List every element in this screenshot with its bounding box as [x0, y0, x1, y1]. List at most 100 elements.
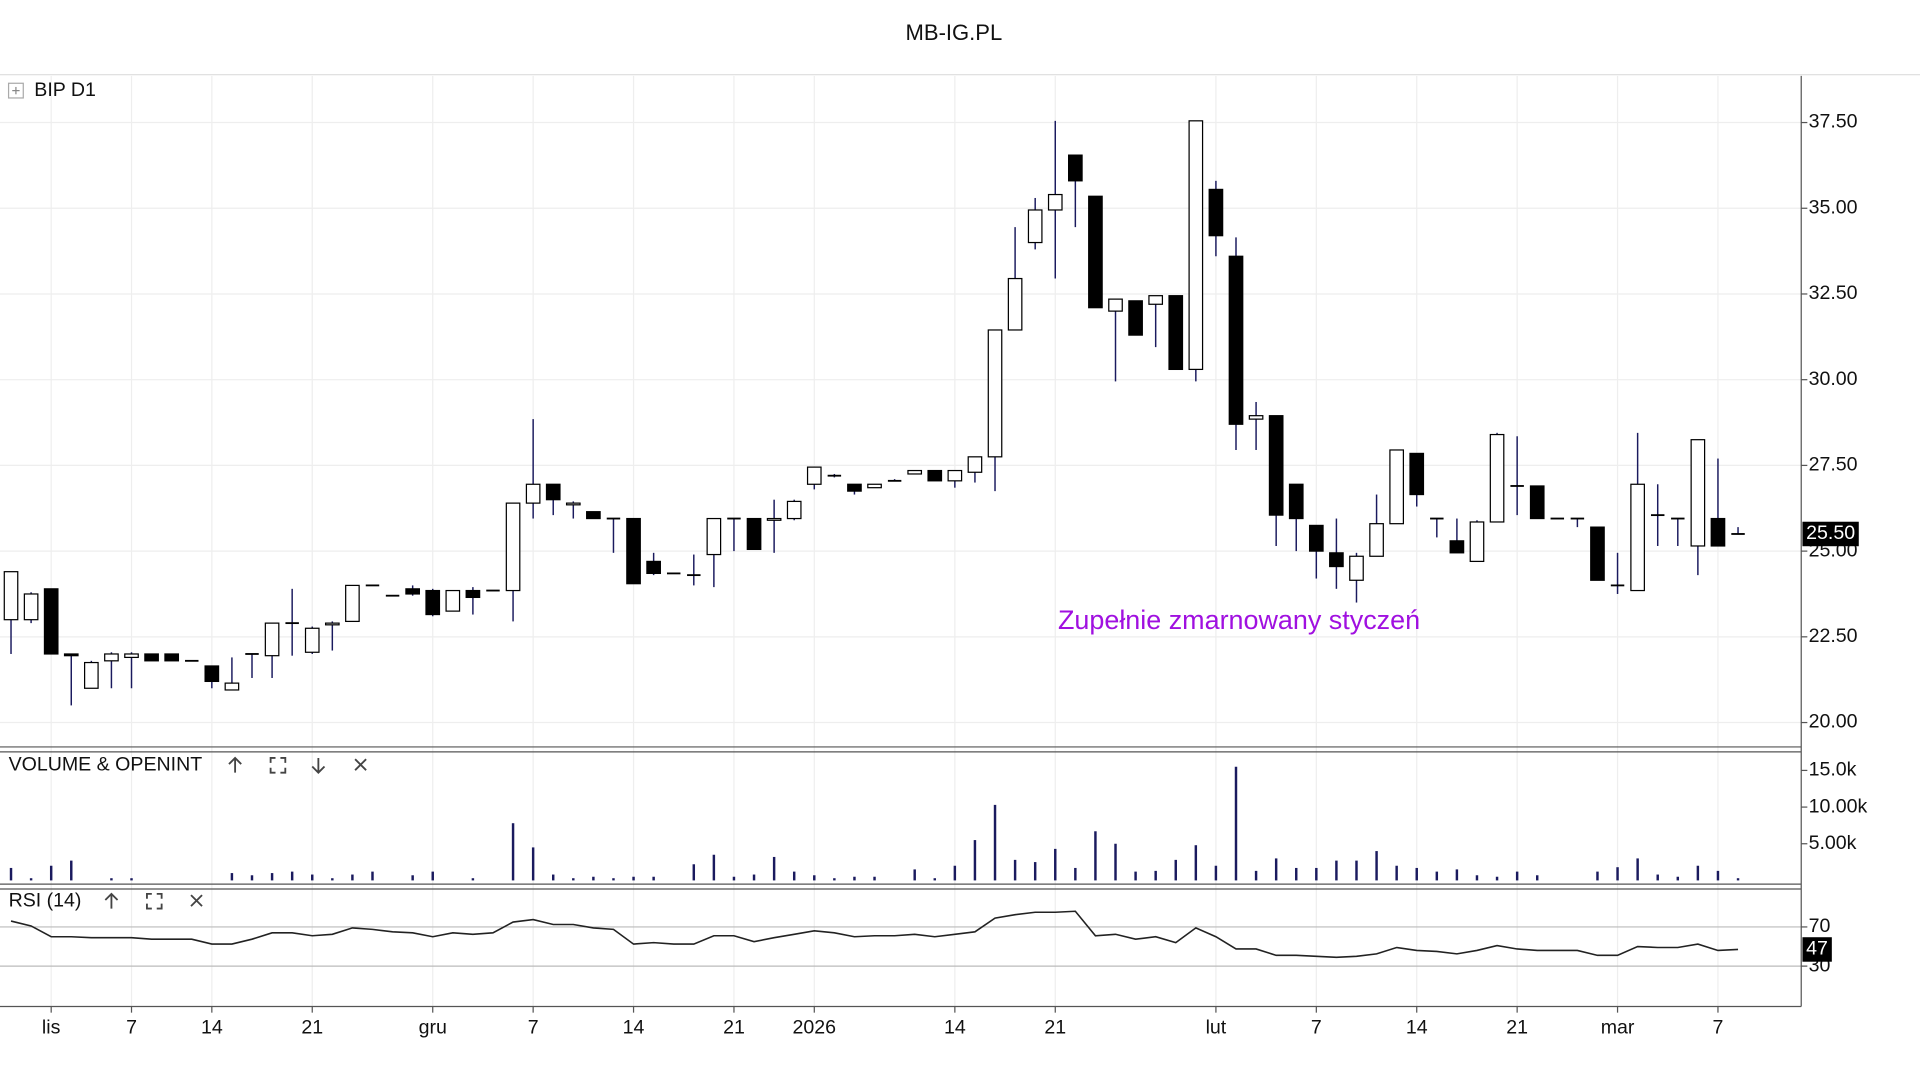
volume-bar	[1596, 871, 1599, 881]
marks: lis 7 14 21 gru 7 14 21 2026 14 21 lut 7 14 21 mar 7 20.0…	[3, 111, 1868, 1039]
volume-bar	[1254, 870, 1258, 881]
candle-body	[224, 682, 240, 691]
candle-body	[1690, 439, 1706, 547]
y-tick-label: 15.0k	[1809, 759, 1857, 781]
volume-bar	[1074, 867, 1077, 881]
volume-bar	[1475, 875, 1479, 881]
x-tick-label: gru	[419, 1017, 447, 1039]
candle-body	[1630, 483, 1645, 592]
candle-body	[1088, 195, 1103, 309]
candle-body	[1188, 120, 1204, 371]
volume-bar	[351, 874, 354, 881]
rsi-line	[10, 910, 1739, 959]
candle-body	[1007, 277, 1023, 331]
candle-body	[806, 466, 822, 485]
volume-bar	[1174, 859, 1177, 881]
volume-bar	[1495, 876, 1499, 881]
candle-body	[3, 571, 19, 621]
volume-bar	[471, 878, 475, 881]
volume-bar	[652, 876, 655, 881]
candle-body	[545, 483, 561, 501]
candle-body	[1369, 523, 1384, 557]
volume-bar	[290, 871, 294, 881]
volume-bar	[70, 860, 73, 881]
volume-bar	[110, 878, 113, 881]
close-icon[interactable]	[190, 894, 203, 907]
x-tick-label: 14	[944, 1017, 966, 1039]
x-tick-label: mar	[1601, 1017, 1635, 1039]
candle-body	[586, 511, 601, 520]
volume-bar	[9, 867, 13, 881]
candle-body	[1308, 524, 1324, 552]
x-tick-label: 14	[201, 1017, 223, 1039]
candle-body	[164, 653, 180, 662]
x-tick-label: 14	[1406, 1017, 1428, 1039]
volume-bar	[1676, 876, 1680, 881]
move-up-icon[interactable]	[228, 756, 242, 773]
volume-bar	[1033, 862, 1037, 881]
candle-body	[104, 653, 119, 662]
volume-bar	[1234, 766, 1238, 881]
volume-bar	[813, 875, 816, 881]
candle-body	[1268, 415, 1284, 516]
volume-bar	[1274, 858, 1278, 881]
volume-bar	[973, 840, 977, 881]
panel-title: VOLUME & OPENINT	[9, 753, 203, 775]
volume-bar	[1696, 865, 1700, 881]
candle-body	[987, 329, 1003, 458]
candle-body	[766, 517, 782, 521]
volume-bar	[270, 873, 274, 881]
volume-bar	[1214, 865, 1218, 881]
candle-body	[1068, 154, 1083, 182]
volume-bar	[732, 876, 736, 881]
volume-bar	[792, 871, 796, 881]
y-tick-label: 37.50	[1809, 111, 1858, 133]
volume-bar	[29, 878, 33, 881]
volume-bar	[311, 874, 314, 881]
candle-body	[1389, 449, 1404, 525]
x-tick-label: 21	[723, 1017, 745, 1039]
close-icon[interactable]	[354, 758, 367, 771]
candle-body	[867, 483, 882, 489]
candle-body	[23, 593, 39, 621]
y-tick-label: 70	[1809, 915, 1831, 937]
candle-body	[1529, 485, 1545, 520]
volume-bar	[1154, 870, 1157, 881]
candle-body	[1047, 193, 1063, 211]
candle-body	[405, 588, 420, 595]
maximize-icon[interactable]	[269, 757, 287, 774]
volume-bar	[331, 878, 334, 881]
volume-bar	[592, 876, 595, 881]
candle-body	[1027, 209, 1043, 244]
candle-body	[927, 469, 943, 482]
volume-bar	[1355, 860, 1358, 881]
move-up-icon[interactable]	[104, 892, 119, 909]
panel-icons[interactable]	[104, 756, 367, 910]
x-tick-label: lis	[42, 1017, 61, 1039]
volume-bar	[712, 854, 716, 881]
y-tick-label: 20.00	[1809, 711, 1858, 733]
volume-bar	[431, 871, 434, 881]
move-down-icon[interactable]	[311, 757, 326, 774]
x-tick-label: 7	[1713, 1017, 1724, 1039]
volume-bar	[250, 875, 254, 881]
panel-title: RSI (14)	[9, 889, 82, 911]
candle-body	[847, 483, 862, 492]
candle-body	[1590, 526, 1605, 581]
volume-bar	[411, 875, 414, 881]
candle-body	[264, 622, 280, 657]
volume-bar	[1395, 865, 1398, 881]
candle-body	[1108, 298, 1123, 312]
volume-bar	[1114, 843, 1117, 881]
candle-body	[1288, 483, 1304, 520]
candle-body	[1228, 255, 1244, 425]
maximize-icon[interactable]	[146, 892, 163, 910]
last-value-tag	[1802, 937, 1832, 962]
volume-bar	[1716, 870, 1720, 881]
volume-bar	[612, 878, 615, 881]
x-tick-label: 7	[1311, 1017, 1322, 1039]
volume-bar	[692, 864, 696, 881]
expand-icon[interactable]	[7, 82, 24, 99]
candle-body	[746, 517, 762, 551]
